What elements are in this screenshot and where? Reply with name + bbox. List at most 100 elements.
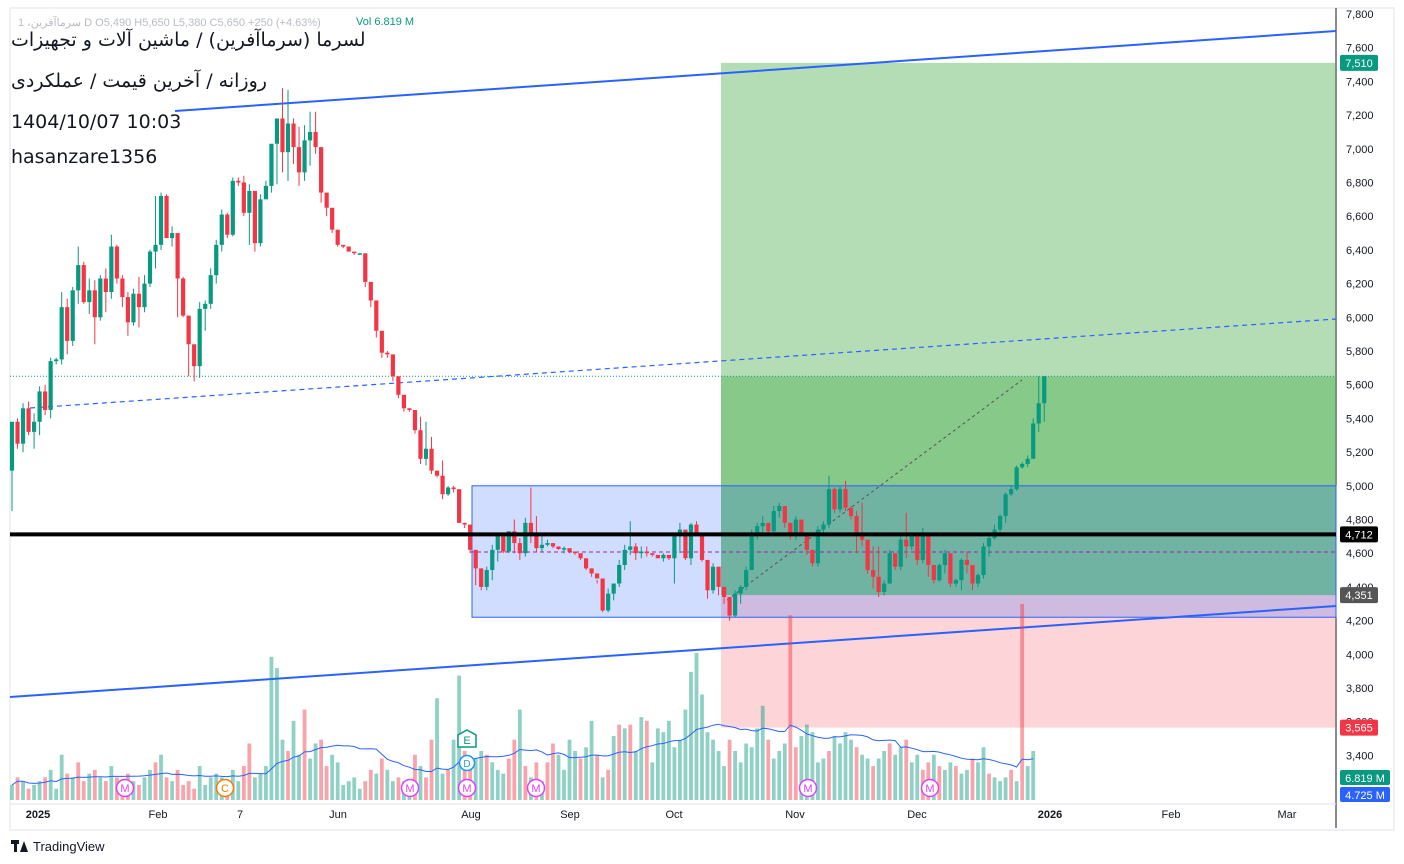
candle-body bbox=[771, 511, 776, 532]
candle bbox=[280, 88, 285, 173]
earnings-marker-shape bbox=[457, 729, 477, 748]
dividend-marker: D bbox=[458, 754, 476, 772]
volume-bar bbox=[617, 724, 622, 800]
candle bbox=[186, 315, 191, 377]
candle-body bbox=[843, 489, 848, 508]
candle bbox=[208, 268, 213, 309]
candle-body bbox=[352, 251, 357, 254]
candle-body bbox=[611, 583, 616, 594]
candle bbox=[429, 436, 434, 475]
candle bbox=[451, 485, 456, 493]
brand-label: TradingView bbox=[33, 838, 105, 854]
candle bbox=[59, 292, 64, 365]
volume-bar bbox=[379, 758, 384, 800]
candle bbox=[986, 534, 992, 557]
candle bbox=[843, 480, 848, 512]
candle bbox=[357, 253, 362, 255]
volume-bar bbox=[578, 758, 583, 800]
volume-bar bbox=[495, 769, 500, 800]
volume-bar bbox=[606, 769, 611, 800]
volume-bar bbox=[385, 769, 390, 800]
candle-body bbox=[324, 192, 329, 208]
volume-bar bbox=[948, 762, 953, 800]
candle-body bbox=[307, 131, 313, 141]
candle-body bbox=[755, 526, 760, 533]
volume-bar bbox=[87, 773, 92, 800]
candle-body bbox=[561, 548, 567, 550]
price-tick-label: 3,400 bbox=[1346, 750, 1374, 762]
volume-bar bbox=[186, 781, 191, 800]
price-axis-label-text: 4,351 bbox=[1345, 590, 1373, 602]
price-axis-label: 4,712 bbox=[1340, 526, 1378, 543]
candle-body bbox=[203, 303, 208, 309]
price-tick-label: 6,600 bbox=[1346, 211, 1374, 223]
candle-body bbox=[479, 568, 484, 587]
candle-body bbox=[942, 553, 947, 565]
candle bbox=[307, 111, 313, 166]
event-marker-M: M bbox=[115, 778, 135, 798]
candle-body bbox=[87, 290, 92, 303]
tradingview-logo[interactable]: TradingView bbox=[11, 837, 105, 855]
candle bbox=[76, 246, 81, 304]
volume-bar bbox=[821, 758, 826, 800]
volume-bar bbox=[451, 739, 456, 800]
candle-body bbox=[1031, 423, 1036, 459]
price-tick-label: 5,800 bbox=[1346, 346, 1374, 358]
candle-body bbox=[760, 522, 765, 527]
candle-body bbox=[330, 207, 335, 230]
price-axis-label-bg bbox=[1340, 54, 1378, 71]
candle-body bbox=[749, 532, 754, 571]
candle-body bbox=[285, 123, 291, 153]
candle bbox=[92, 280, 97, 345]
candle-body bbox=[363, 253, 368, 282]
price-tick-label: 6,800 bbox=[1346, 178, 1374, 190]
candle bbox=[622, 544, 627, 571]
volume-bar bbox=[595, 754, 600, 800]
candle bbox=[423, 421, 429, 466]
candle-body bbox=[192, 344, 197, 367]
candle-body bbox=[484, 570, 489, 587]
volume-bar bbox=[313, 743, 318, 800]
candle-body bbox=[357, 253, 362, 255]
volume-bar bbox=[252, 777, 257, 800]
volume-bar bbox=[849, 739, 853, 800]
candle-body bbox=[628, 546, 633, 550]
volume-bar bbox=[286, 751, 290, 800]
candle bbox=[37, 386, 42, 436]
volume-bar bbox=[363, 781, 368, 800]
candle-body bbox=[125, 297, 131, 323]
volume-bar bbox=[335, 762, 340, 800]
candle bbox=[688, 522, 694, 565]
candle-body bbox=[20, 408, 26, 444]
candle bbox=[871, 546, 876, 589]
volume-bar bbox=[10, 784, 14, 800]
candle-body bbox=[70, 290, 75, 341]
price-tick-label: 7,200 bbox=[1346, 110, 1374, 122]
volume-bar bbox=[490, 762, 495, 800]
candle bbox=[661, 553, 666, 562]
candle-body bbox=[346, 246, 351, 252]
candle-body bbox=[142, 283, 147, 308]
candle-body bbox=[396, 376, 401, 395]
candle-body bbox=[76, 265, 81, 291]
volume-bar bbox=[545, 762, 550, 800]
candle-body bbox=[766, 522, 771, 532]
candle bbox=[556, 546, 561, 550]
volume-bar bbox=[258, 773, 263, 800]
candle-body bbox=[54, 359, 59, 362]
time-tick-label: Feb bbox=[1162, 809, 1181, 821]
volume-bar bbox=[153, 762, 158, 800]
candle-body bbox=[9, 421, 15, 471]
candle bbox=[181, 276, 186, 318]
time-tick-label: 2025 bbox=[26, 809, 50, 821]
volume-bar bbox=[777, 751, 782, 800]
candle-body bbox=[164, 195, 169, 239]
time-tick-label: Nov bbox=[785, 809, 805, 821]
volume-bar bbox=[81, 781, 86, 800]
volume-bar bbox=[567, 739, 572, 800]
candle bbox=[258, 194, 263, 247]
candle-body bbox=[368, 281, 373, 301]
candle bbox=[672, 534, 677, 584]
volume-axis-label: 6.819 M bbox=[1340, 770, 1390, 785]
